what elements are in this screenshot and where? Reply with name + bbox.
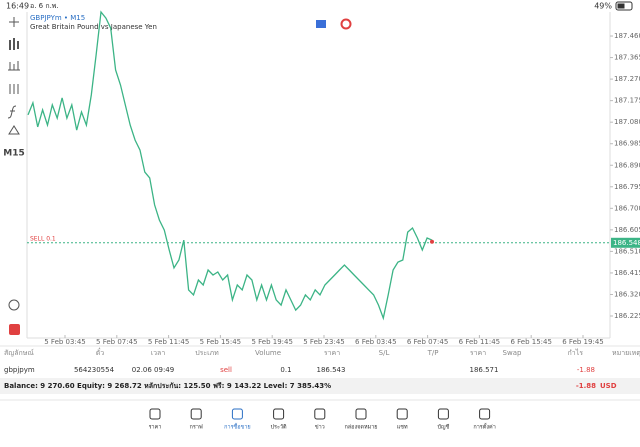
y-tick-label: 187.460 [614, 32, 640, 40]
status-time: 16:49 [6, 2, 29, 11]
column-header: T/P [427, 349, 439, 357]
tab-label[interactable]: การซื้อขาย [224, 423, 250, 431]
bars-tool[interactable] [8, 61, 20, 71]
y-tick-label: 187.175 [614, 97, 640, 105]
summary-band [0, 378, 640, 394]
x-tick-label: 6 Feb 03:45 [355, 338, 396, 346]
summary-profit: -1.88 [576, 382, 596, 390]
column-header: Volume [255, 349, 281, 357]
column-header: S/L [379, 349, 390, 357]
x-tick-label: 5 Feb 15:45 [200, 338, 241, 346]
y-tick-label: 186.415 [614, 269, 640, 277]
tab-icon[interactable] [355, 408, 367, 420]
cell-volume[interactable]: 0.1 [280, 366, 291, 374]
cell-type[interactable]: sell [220, 366, 232, 374]
y-tick-label: 187.365 [614, 54, 640, 62]
tab-icon[interactable] [273, 408, 285, 420]
x-tick-label: 5 Feb 11:45 [148, 338, 189, 346]
x-tick-label: 5 Feb 23:45 [303, 338, 344, 346]
y-tick-label: 186.225 [614, 312, 640, 320]
tab-icon[interactable] [231, 408, 243, 420]
y-tick-label: 186.985 [614, 140, 640, 148]
objects-tool[interactable] [8, 125, 20, 135]
column-header: ตั๋ว [96, 348, 105, 357]
x-tick-label: 6 Feb 11:45 [459, 338, 500, 346]
price-box-label: 186.548 [613, 239, 640, 247]
tab-label[interactable]: การตั้งค่า [473, 423, 495, 431]
column-header: เวลา [151, 349, 166, 357]
tab-label[interactable]: บัญชี [437, 424, 449, 431]
indicators-tool[interactable] [9, 84, 19, 94]
y-tick-label: 187.080 [614, 118, 640, 126]
column-header: Swap [503, 349, 522, 357]
trade-button[interactable] [316, 20, 326, 28]
tab-icon[interactable] [479, 408, 491, 420]
column-header: กำไร [568, 348, 584, 357]
app-icon[interactable] [9, 324, 20, 335]
battery-level [617, 3, 625, 9]
left-tools[interactable] [7, 17, 20, 311]
summary-currency: USD [600, 382, 617, 390]
cell-profit[interactable]: -1.88 [577, 366, 595, 374]
y-tick-label: 187.270 [614, 75, 640, 83]
clock-tool[interactable] [8, 299, 20, 311]
chart-title: GBPJPYm • M15 [30, 14, 85, 22]
price-line [27, 10, 433, 321]
y-tick-label: 186.795 [614, 183, 640, 191]
tab-label[interactable]: ประวัติ [271, 424, 287, 431]
account-summary: Balance: 9 270.60 Equity: 9 268.72 หลักป… [4, 382, 331, 390]
crosshair-tool[interactable] [9, 17, 19, 27]
x-tick-label: 6 Feb 07:45 [407, 338, 448, 346]
y-tick-label: 186.700 [614, 204, 640, 212]
cell-price[interactable]: 186.571 [470, 366, 499, 374]
battery-icon [615, 1, 633, 11]
order-label: SELL 0.1 [30, 235, 56, 242]
y-tick-label: 186.510 [614, 247, 640, 255]
cell-time[interactable]: 02.06 09:49 [132, 366, 174, 374]
x-tick-label: 5 Feb 19:45 [251, 338, 292, 346]
column-header: ประเภท [195, 349, 219, 357]
tab-label[interactable]: กล่องจดหมาย [344, 425, 377, 431]
tab-icon[interactable] [314, 408, 326, 420]
x-tick-label: 6 Feb 15:45 [510, 338, 551, 346]
candles-tool[interactable] [9, 38, 19, 50]
column-header: ราคา [324, 349, 340, 357]
tab-label[interactable]: ข่าว [315, 425, 325, 431]
cell-ticket[interactable]: 564230554 [74, 366, 115, 374]
tab-label[interactable]: กราฟ [190, 424, 203, 431]
tab-icon[interactable] [190, 408, 202, 420]
tab-label[interactable]: แชท [397, 424, 408, 431]
order-marker [430, 239, 434, 244]
y-tick-label: 186.320 [614, 290, 640, 298]
column-header: หมายเหตุ [612, 349, 640, 357]
one-click-button[interactable] [340, 18, 352, 30]
y-tick-label: 186.890 [614, 161, 640, 169]
cell-symbol[interactable]: gbpjpym [4, 366, 35, 374]
status-date: อ. 6 ก.พ. [30, 2, 59, 10]
tab-icon[interactable] [437, 408, 449, 420]
tab-label[interactable]: ราคา [149, 425, 162, 431]
column-header: ราคา [470, 349, 486, 357]
tab-icon[interactable] [396, 408, 408, 420]
x-tick-label: 5 Feb 03:45 [44, 338, 85, 346]
timeframe[interactable]: M15 [3, 149, 24, 159]
x-tick-label: 6 Feb 19:45 [562, 338, 603, 346]
y-tick-label: 186.605 [614, 226, 640, 234]
column-header: สัญลักษณ์ [4, 349, 34, 357]
x-tick-label: 5 Feb 07:45 [96, 338, 137, 346]
tab-icon[interactable] [149, 408, 161, 420]
price-box [611, 237, 640, 248]
cell-open-price[interactable]: 186.543 [317, 366, 346, 374]
function-tool[interactable] [7, 105, 17, 119]
battery: 49% [594, 2, 612, 11]
chart-subtitle: Great Britain Pound vs Japanese Yen [30, 23, 157, 31]
